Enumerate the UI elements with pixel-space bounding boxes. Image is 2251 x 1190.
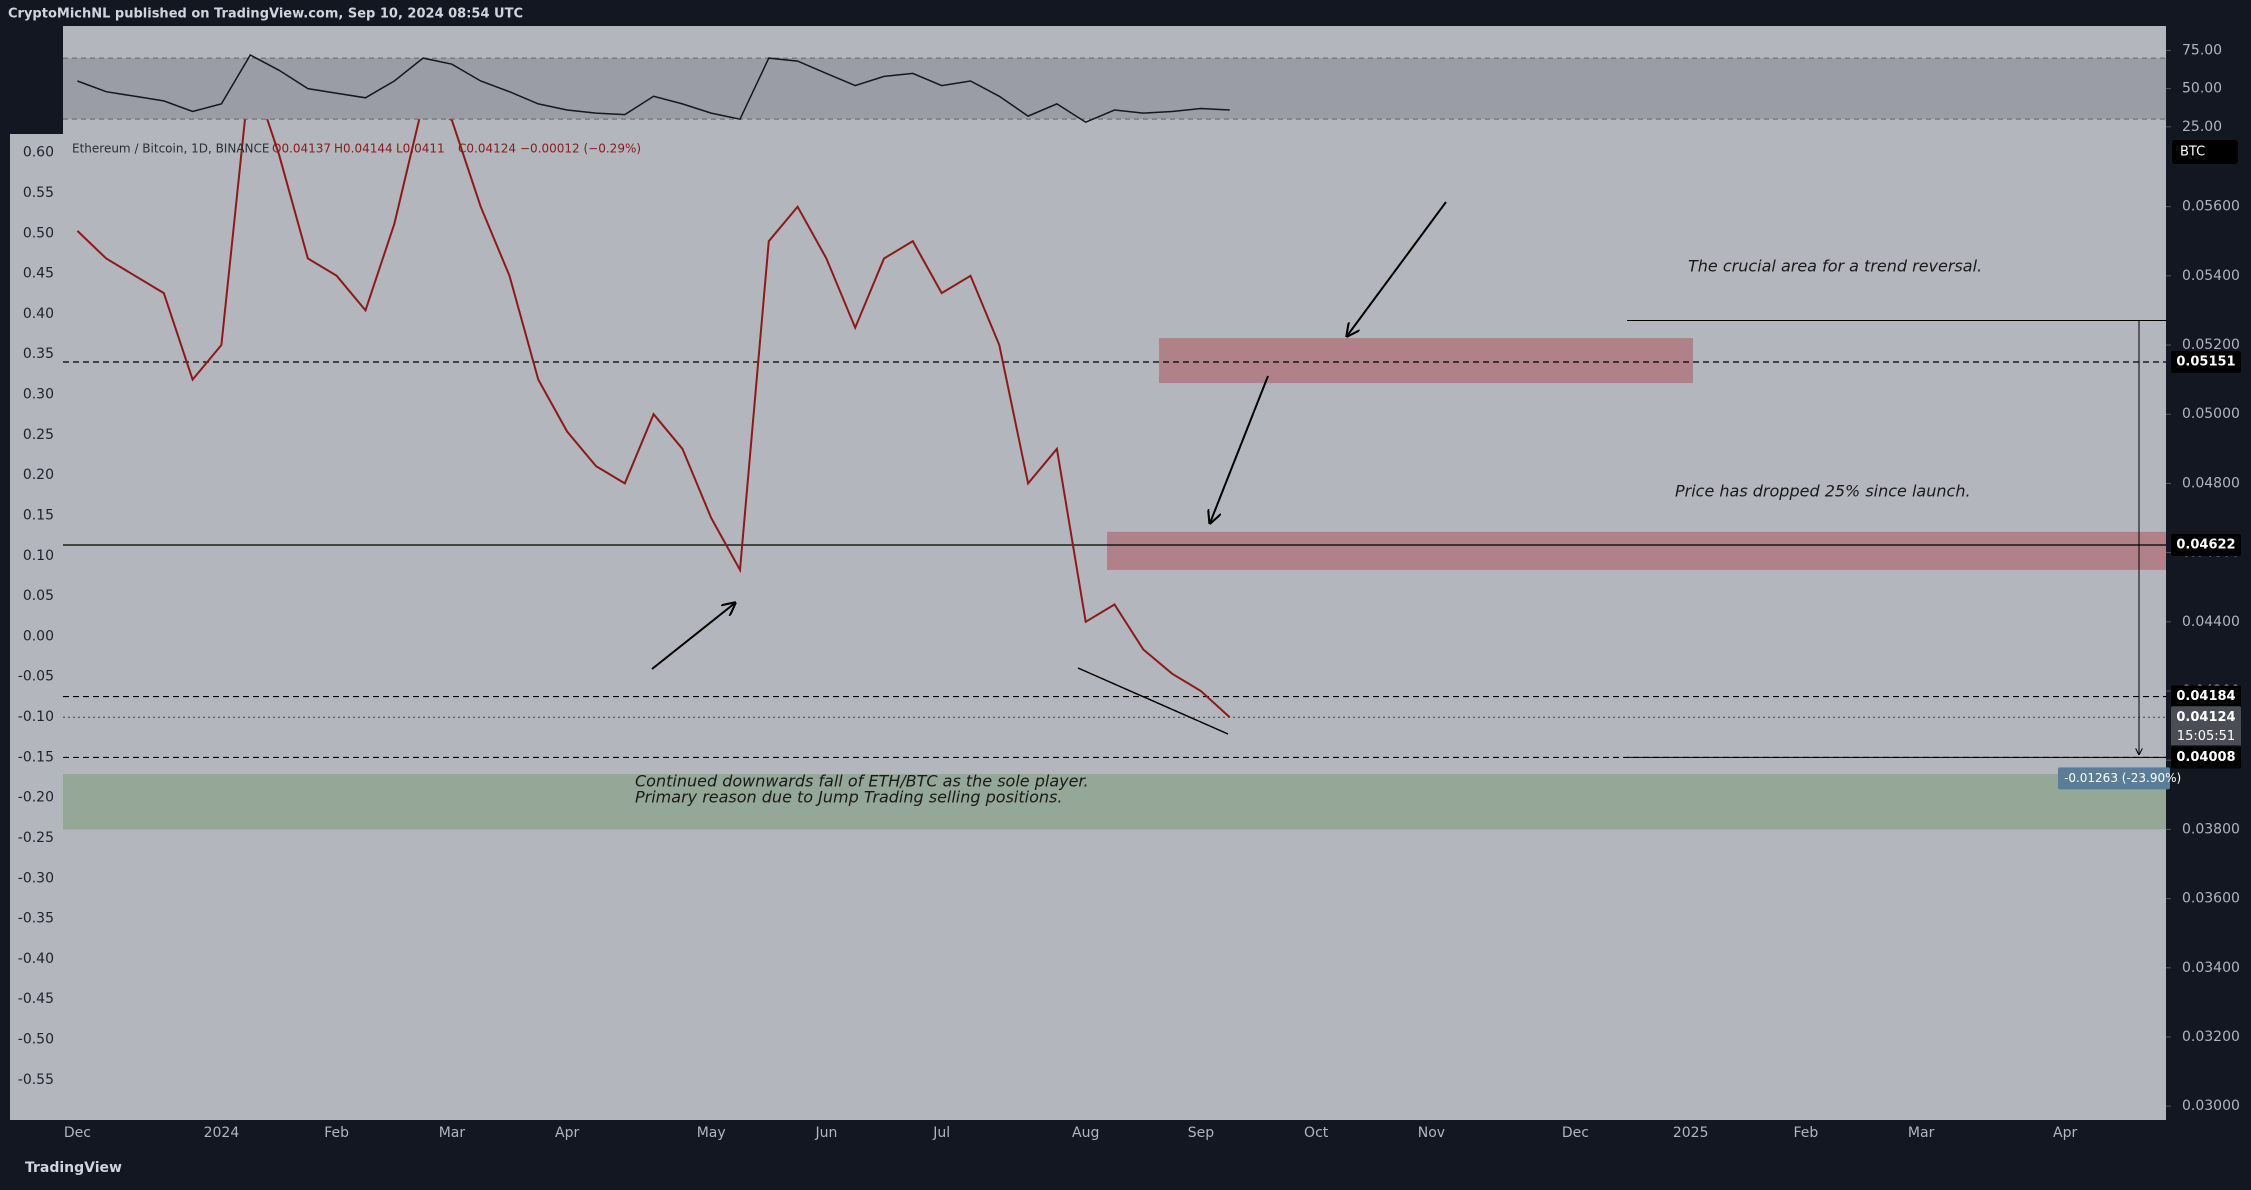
currency-badge [2172, 140, 2238, 164]
rsi-band [63, 58, 2166, 120]
x-tick-label: Apr [555, 1125, 579, 1141]
footer: TradingView [25, 1160, 122, 1176]
x-tick-label: Dec [1562, 1125, 1589, 1141]
y-tick-label: 0.05400 [2182, 268, 2240, 284]
annotation: The crucial area for a trend reversal. [1688, 257, 1982, 276]
level-badge [2171, 746, 2241, 769]
trend-line [1077, 667, 1229, 735]
y-tick-label: 0.03400 [2182, 960, 2240, 976]
y2-tick-label: 0.45 [23, 266, 54, 282]
x-tick-label: Sep [1188, 1125, 1215, 1141]
level-badge [2171, 534, 2241, 557]
x-tick-label: Aug [1072, 1125, 1099, 1141]
measure-label: -0.01263 (-23.90%) [2064, 771, 2181, 785]
y2-tick-label: 0.40 [23, 306, 54, 322]
y-tick-label: 0.05200 [2182, 337, 2240, 353]
x-tick-label: Jun [814, 1125, 837, 1141]
x-tick-label: Oct [1304, 1125, 1329, 1141]
y-tick-label: 0.05000 [2182, 406, 2240, 422]
x-tick-label: May [697, 1125, 726, 1141]
rsi-tick-label: 50.00 [2182, 81, 2222, 97]
y-tick-label: 0.03200 [2182, 1029, 2240, 1045]
left-axis [10, 134, 63, 1120]
y2-tick-label: 0.50 [23, 225, 54, 241]
currency: BTC [2180, 145, 2205, 160]
level-badge [2171, 706, 2241, 729]
ohlc-value: H0.04144 [334, 142, 393, 156]
x-tick-label: Mar [439, 1125, 466, 1141]
y2-tick-label: 0.10 [23, 548, 54, 564]
x-tick-label: 2024 [204, 1125, 240, 1141]
level-label: 0.04622 [2176, 538, 2235, 553]
y2-tick-label: -0.20 [18, 790, 54, 806]
y2-tick-label: 0.30 [23, 387, 54, 403]
y2-tick-label: 0.20 [23, 467, 54, 483]
level-label: 0.04184 [2176, 689, 2235, 704]
zone [1159, 338, 1693, 384]
annotation: Price has dropped 25% since launch. [1675, 482, 1971, 501]
level-badge [2171, 685, 2241, 708]
y2-tick-label: 0.35 [23, 346, 54, 362]
annotation: Primary reason due to Jump Trading selli… [635, 788, 1062, 807]
arrow [1347, 201, 1447, 336]
x-tick-label: Feb [324, 1125, 349, 1141]
x-tick-label: Apr [2053, 1125, 2077, 1141]
rsi-tick-label: 75.00 [2182, 42, 2222, 58]
y2-tick-label: 0.00 [23, 628, 54, 644]
ohlc-value: −0.00012 (−0.29%) [520, 142, 641, 156]
y-tick-label: 0.03600 [2182, 891, 2240, 907]
annotation: Continued downwards fall of ETH/BTC as t… [635, 772, 1089, 791]
price-pane [10, 134, 2166, 1120]
arrow [651, 603, 735, 670]
y2-tick-label: -0.45 [18, 991, 54, 1007]
y2-tick-label: -0.55 [18, 1072, 54, 1088]
y-tick-label: 0.04400 [2182, 614, 2240, 630]
header: CryptoMichNL published on TradingView.co… [8, 7, 523, 22]
rsi-tick-label: 25.00 [2182, 119, 2222, 135]
rsi-line [77, 54, 1230, 124]
countdown-badge [2171, 727, 2241, 746]
x-tick-label: Dec [64, 1125, 91, 1141]
y2-tick-label: -0.40 [18, 951, 54, 967]
arrow [1210, 375, 1269, 523]
zone [1107, 531, 2166, 570]
y2-tick-label: -0.05 [18, 669, 54, 685]
y-tick-label: 0.03000 [2182, 1098, 2240, 1114]
legend-title: Ethereum / Bitcoin, 1D, BINANCE [72, 142, 269, 156]
x-tick-label: Jul [932, 1125, 950, 1141]
x-tick-label: Feb [1793, 1125, 1818, 1141]
y2-tick-label: 0.60 [23, 145, 54, 161]
y2-tick-label: 0.25 [23, 427, 54, 443]
ohlc-value: O0.04137 [272, 142, 331, 156]
x-tick-label: Nov [1418, 1125, 1445, 1141]
level-label: 0.05151 [2176, 354, 2235, 369]
plot: 0.05600 0.05400 0.05200 0.05000 0.04800 0.046… [18, 42, 2241, 1141]
y2-tick-label: -0.50 [18, 1032, 54, 1048]
level-badge [2171, 350, 2241, 373]
x-tick-label: Mar [1908, 1125, 1935, 1141]
y-tick-label: 0.04800 [2182, 475, 2240, 491]
measure-badge [2058, 767, 2170, 790]
y-tick-label: 0.03800 [2182, 821, 2240, 837]
price-line [76, 67, 1231, 719]
zone [63, 774, 2166, 830]
ohlc-value: C0.04124 [458, 142, 516, 156]
y2-tick-label: 0.15 [23, 507, 54, 523]
y2-tick-label: -0.25 [18, 830, 54, 846]
y2-tick-label: -0.10 [18, 709, 54, 725]
y2-tick-label: -0.15 [18, 749, 54, 765]
y2-tick-label: 0.55 [23, 185, 54, 201]
y2-tick-label: -0.35 [18, 911, 54, 927]
x-tick-label: 2025 [1673, 1125, 1709, 1141]
y2-tick-label: -0.30 [18, 870, 54, 886]
level-label: 0.04124 [2176, 710, 2235, 725]
countdown: 15:05:51 [2177, 729, 2235, 744]
y2-tick-label: 0.05 [23, 588, 54, 604]
ohlc-value: L0.0411 [396, 142, 445, 156]
level-label: 0.04008 [2176, 750, 2235, 765]
y-tick-label: 0.05600 [2182, 199, 2240, 215]
